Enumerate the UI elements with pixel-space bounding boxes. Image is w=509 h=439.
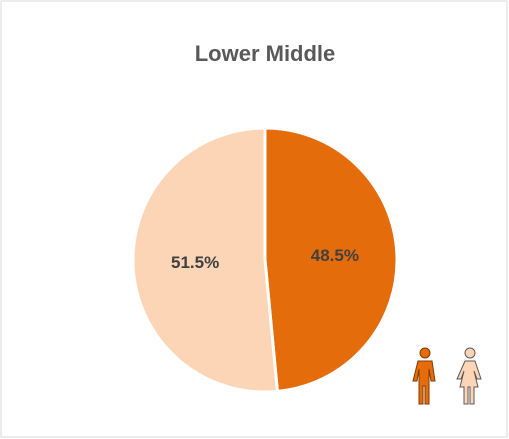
pie-slice	[263, 126, 399, 394]
chart-title: Lower Middle	[195, 41, 336, 66]
female-icon	[456, 347, 482, 405]
legend-icons	[412, 347, 482, 405]
data-label: 51.5%	[171, 253, 219, 272]
pie-slice	[131, 126, 280, 394]
male-icon	[412, 347, 436, 405]
data-label: 48.5%	[311, 246, 359, 265]
